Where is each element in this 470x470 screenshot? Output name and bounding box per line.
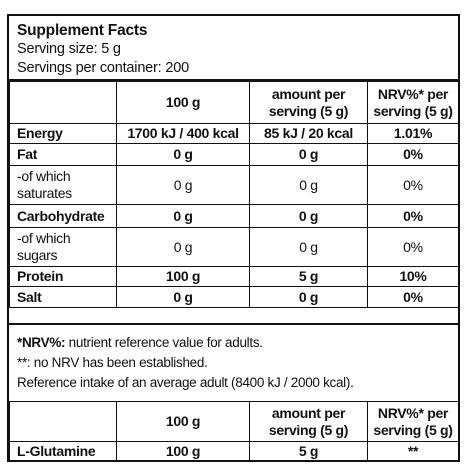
servings-per-container: Servings per container: 200 — [17, 60, 189, 76]
facts-header: Supplement Facts Serving size: 5 g Servi… — [9, 16, 458, 81]
value-nrv: 1.01% — [367, 123, 459, 144]
supplement-facts-panel: Supplement Facts Serving size: 5 g Servi… — [7, 14, 460, 462]
footnote-nrv-text: nutrient reference value for adults. — [65, 335, 263, 350]
value-nrv: 0% — [367, 286, 459, 308]
nutrient-name: Salt — [9, 286, 117, 308]
table-row-protein: Protein 100 g 5 g 10% — [9, 266, 459, 287]
value-nrv: 0% — [367, 143, 459, 166]
header-cell-empty — [9, 401, 117, 442]
value-per-100g: 1700 kJ / 400 kcal — [116, 123, 250, 144]
header-cell-empty — [9, 81, 117, 124]
value-nrv: 0% — [367, 204, 459, 228]
footnote-nrv-label: *NRV%: — [17, 335, 66, 350]
value-per-serving: 85 kJ / 20 kcal — [249, 123, 368, 144]
nutrition-table: 100 g amount per serving (5 g) NRV%* per s… — [9, 81, 459, 308]
nutrient-name: Energy — [9, 123, 117, 144]
table-row-l-glutamine: L-Glutamine 100 g 5 g ** — [9, 441, 459, 461]
ingredient-name: L-Glutamine — [9, 441, 117, 461]
value-per-100g: 0 g — [116, 165, 250, 205]
header-cell-nrv: NRV%* per serving (5 g) — [367, 401, 459, 442]
ingredient-header-row: 100 g amount per serving (5 g) NRV%* per s… — [9, 401, 459, 442]
value-per-100g: 100 g — [116, 441, 250, 461]
table-header-row: 100 g amount per serving (5 g) NRV%* per s… — [9, 81, 459, 124]
table-row-salt: Salt 0 g 0 g 0% — [9, 286, 459, 308]
value-per-100g: 0 g — [116, 227, 250, 267]
nutrient-name: -of which sugars — [9, 227, 117, 267]
serving-size: Serving size: 5 g — [17, 41, 121, 57]
nutrient-name: -of which saturates — [9, 165, 117, 205]
value-per-serving: 0 g — [249, 165, 368, 205]
header-cell-serving: amount per serving (5 g) — [249, 81, 368, 124]
table-row-saturates: -of which saturates 0 g 0 g 0% — [9, 165, 459, 205]
footnote-no-nrv: **: no NRV has been established. — [17, 355, 208, 370]
value-per-100g: 0 g — [116, 204, 250, 228]
value-per-100g: 0 g — [116, 286, 250, 308]
value-nrv: 10% — [367, 266, 459, 287]
nutrient-name: Protein — [9, 266, 117, 287]
value-per-serving: 0 g — [249, 227, 368, 267]
ingredient-table: 100 g amount per serving (5 g) NRV%* per s… — [9, 401, 459, 461]
footnote-nrv: *NRV%: nutrient reference value for adul… — [17, 333, 458, 353]
value-per-100g: 0 g — [116, 143, 250, 166]
footnotes: *NRV%: nutrient reference value for adul… — [9, 323, 458, 401]
header-cell-100g: 100 g — [116, 401, 250, 442]
value-per-serving: 0 g — [249, 204, 368, 228]
value-per-serving: 5 g — [249, 441, 368, 461]
value-nrv: 0% — [367, 165, 459, 205]
value-nrv: 0% — [367, 227, 459, 267]
value-nrv: ** — [367, 441, 459, 461]
value-per-serving: 0 g — [249, 143, 368, 166]
header-cell-serving: amount per serving (5 g) — [249, 401, 368, 442]
value-per-serving: 5 g — [249, 266, 368, 287]
table-row-fat: Fat 0 g 0 g 0% — [9, 143, 459, 166]
header-cell-100g: 100 g — [116, 81, 250, 124]
table-row-sugars: -of which sugars 0 g 0 g 0% — [9, 227, 459, 267]
footnote-reference-intake: Reference intake of an average adult (84… — [17, 375, 354, 390]
value-per-serving: 0 g — [249, 286, 368, 308]
nutrient-name: Carbohydrate — [9, 204, 117, 228]
value-per-100g: 100 g — [116, 266, 250, 287]
table-row-energy: Energy 1700 kJ / 400 kcal 85 kJ / 20 kca… — [9, 123, 459, 144]
facts-title: Supplement Facts — [17, 22, 148, 39]
table-row-carbohydrate: Carbohydrate 0 g 0 g 0% — [9, 204, 459, 228]
nutrient-name: Fat — [9, 143, 117, 166]
header-cell-nrv: NRV%* per serving (5 g) — [367, 81, 459, 124]
